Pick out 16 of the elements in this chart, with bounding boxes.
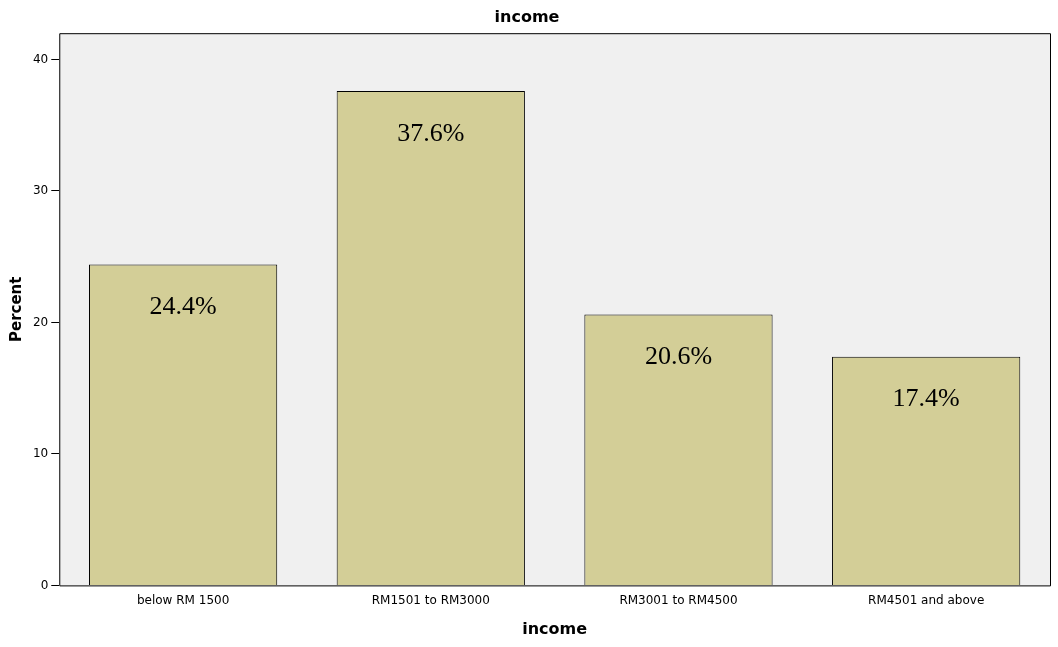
x-axis-title: income <box>522 618 588 638</box>
y-tick-label: 40 <box>32 51 49 66</box>
x-tick-label: RM3001 to RM4500 <box>619 592 738 607</box>
y-tick-label: 20 <box>32 314 49 329</box>
x-tick-label: below RM 1500 <box>136 592 230 607</box>
x-tick-label: RM1501 to RM3000 <box>371 592 490 607</box>
data-label: 24.4% <box>149 291 217 321</box>
chart-title: income <box>494 6 560 26</box>
y-tick-label: 30 <box>32 183 49 198</box>
y-axis-title: Percent <box>6 276 25 343</box>
x-tick-label: RM4501 and above <box>868 592 985 607</box>
y-tick-label: 10 <box>32 446 49 461</box>
y-tick-label: 0 <box>40 577 49 592</box>
data-label: 17.4% <box>892 383 960 413</box>
data-label: 37.6% <box>397 117 465 147</box>
data-label: 20.6% <box>644 341 713 371</box>
